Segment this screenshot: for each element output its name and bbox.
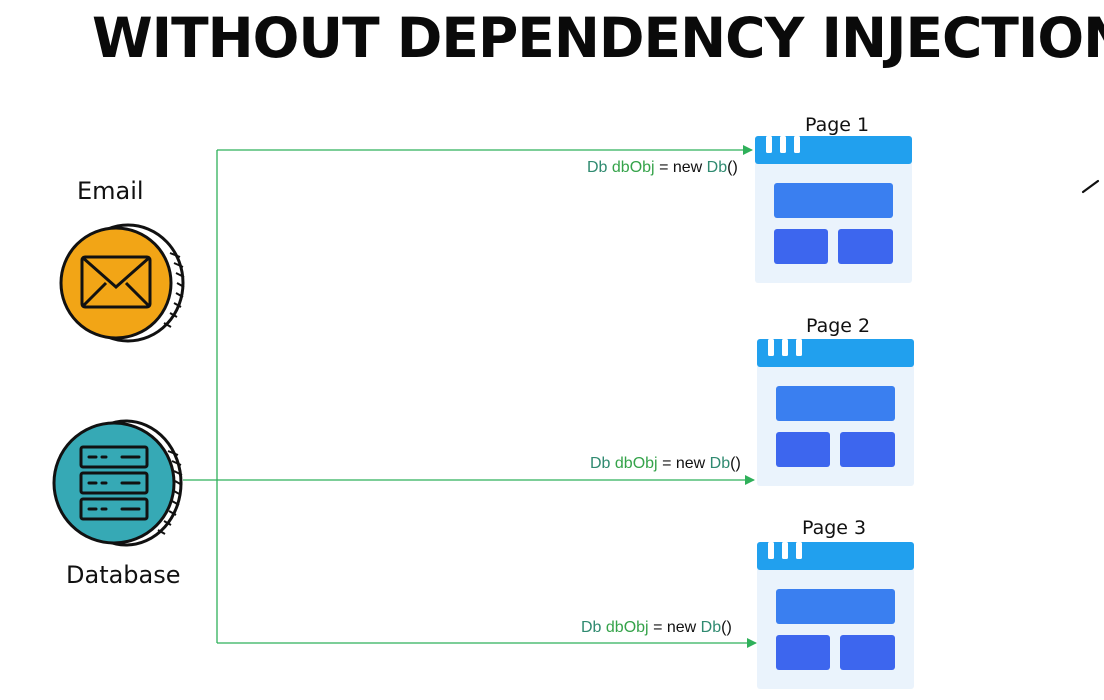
page-1-label: Page 1 [805, 114, 870, 136]
page-3-label: Page 3 [802, 517, 867, 539]
page-2-label: Page 2 [806, 315, 871, 337]
code-new: new [672, 159, 703, 176]
code-type: Db [581, 619, 602, 636]
code-parens: () [730, 455, 741, 472]
pen-stroke-mark [1081, 179, 1100, 194]
code-ctor: Db [706, 159, 728, 176]
code-ctor: Db [709, 455, 731, 472]
code-new: new [666, 619, 697, 636]
code-new: new [675, 455, 706, 472]
code-type: Db [590, 455, 611, 472]
database-label: Database [66, 561, 181, 589]
diagram-title: WITHOUT DEPENDENCY INJECTION [92, 6, 1104, 70]
code-var: dbObj [614, 455, 658, 472]
code-label-page-3: Db dbObj = new Db() [581, 619, 732, 637]
code-label-page-2: Db dbObj = new Db() [590, 455, 741, 473]
email-label: Email [77, 177, 144, 205]
code-parens: () [721, 619, 732, 636]
code-type: Db [587, 159, 608, 176]
code-equals: = [662, 455, 672, 472]
code-ctor: Db [700, 619, 722, 636]
code-equals: = [659, 159, 669, 176]
code-var: dbObj [605, 619, 649, 636]
code-var: dbObj [611, 159, 655, 176]
code-equals: = [653, 619, 663, 636]
code-label-page-1: Db dbObj = new Db() [587, 159, 738, 177]
code-parens: () [727, 159, 738, 176]
